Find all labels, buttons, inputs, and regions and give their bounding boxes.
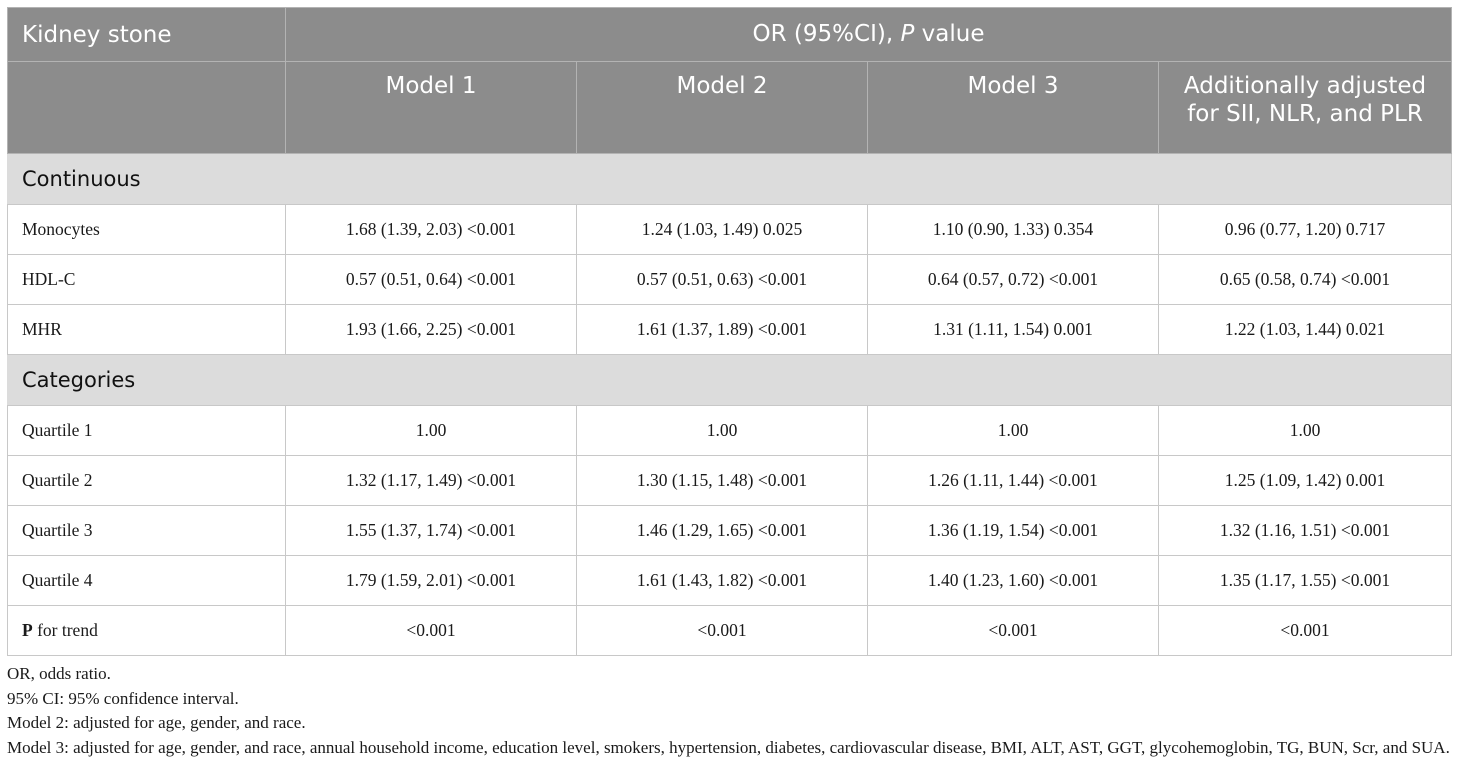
footnote: OR, odds ratio. xyxy=(7,664,111,683)
header-group-italic: P xyxy=(900,21,915,47)
header-group-prefix: OR (95%CI), xyxy=(752,21,901,47)
table-cell: 1.32 (1.16, 1.51) <0.001 xyxy=(1157,505,1453,556)
footnote: Model 3: adjusted for age, gender, and r… xyxy=(7,737,1450,757)
table-cell: 1.00 xyxy=(285,405,577,456)
table-cell: 1.31 (1.11, 1.54) 0.001 xyxy=(867,304,1159,355)
header-row-label: Kidney stone xyxy=(7,7,286,62)
table-cell: 1.26 (1.11, 1.44) <0.001 xyxy=(867,455,1159,506)
header-model-3: Model 3 xyxy=(867,61,1159,154)
table-row: Quartile 3 1.55 (1.37, 1.74) <0.001 1.46… xyxy=(7,505,1453,556)
table-cell: <0.001 xyxy=(285,605,577,656)
trend-label-bold: P xyxy=(22,620,33,640)
footnote: Model 2: adjusted for age, gender, and r… xyxy=(7,713,306,732)
results-table-container: Kidney stone OR (95%CI), P value Model 1… xyxy=(6,7,1453,760)
table-row: MHR 1.93 (1.66, 2.25) <0.001 1.61 (1.37,… xyxy=(7,304,1453,355)
table-cell: 0.57 (0.51, 0.64) <0.001 xyxy=(285,254,577,305)
table-cell: 1.30 (1.15, 1.48) <0.001 xyxy=(576,455,868,506)
header-model-1: Model 1 xyxy=(285,61,577,154)
header-additional-line1: Additionally adjusted xyxy=(1183,73,1427,99)
table-cell: 0.96 (0.77, 1.20) 0.717 xyxy=(1157,204,1453,255)
row-label: Quartile 4 xyxy=(7,555,286,606)
table-cell: 1.00 xyxy=(867,405,1159,456)
row-label: Monocytes xyxy=(7,204,286,255)
table-cell: 1.32 (1.17, 1.49) <0.001 xyxy=(285,455,577,506)
table-cell: 1.35 (1.17, 1.55) <0.001 xyxy=(1157,555,1453,606)
table-cell: 1.36 (1.19, 1.54) <0.001 xyxy=(867,505,1159,556)
row-label: Quartile 3 xyxy=(7,505,286,556)
table-row: Monocytes 1.68 (1.39, 2.03) <0.001 1.24 … xyxy=(7,204,1453,255)
section-row-continuous: Continuous xyxy=(6,153,1453,205)
table-footnotes: OR, odds ratio. 95% CI: 95% confidence i… xyxy=(7,662,1453,760)
row-label: Quartile 1 xyxy=(7,405,286,456)
table-cell: 0.65 (0.58, 0.74) <0.001 xyxy=(1157,254,1453,305)
table-cell: 1.25 (1.09, 1.42) 0.001 xyxy=(1157,455,1453,506)
header-additional-line2: for SII, NLR, and PLR xyxy=(1187,101,1423,127)
table-cell: 1.00 xyxy=(1157,405,1453,456)
row-label: P for trend xyxy=(7,605,286,656)
row-label: Quartile 2 xyxy=(7,455,286,506)
table-cell: 1.24 (1.03, 1.49) 0.025 xyxy=(576,204,868,255)
table-row: Quartile 2 1.32 (1.17, 1.49) <0.001 1.30… xyxy=(7,455,1453,506)
table-cell: 1.79 (1.59, 2.01) <0.001 xyxy=(285,555,577,606)
row-label: MHR xyxy=(7,304,286,355)
table-header: Kidney stone OR (95%CI), P value Model 1… xyxy=(7,7,1453,154)
table-cell: 1.93 (1.66, 2.25) <0.001 xyxy=(285,304,577,355)
table-row: Quartile 1 1.00 1.00 1.00 1.00 xyxy=(7,405,1453,456)
header-additional: Additionally adjusted for SII, NLR, and P… xyxy=(1157,61,1453,154)
header-empty-cell xyxy=(7,61,286,154)
table-cell: 1.10 (0.90, 1.33) 0.354 xyxy=(867,204,1159,255)
table-cell: 1.40 (1.23, 1.60) <0.001 xyxy=(867,555,1159,606)
table-cell: 0.57 (0.51, 0.63) <0.001 xyxy=(576,254,868,305)
table-cell: 1.55 (1.37, 1.74) <0.001 xyxy=(285,505,577,556)
table-body: Continuous Monocytes 1.68 (1.39, 2.03) <… xyxy=(6,153,1453,656)
table-cell: 0.64 (0.57, 0.72) <0.001 xyxy=(867,254,1159,305)
table-cell: 1.46 (1.29, 1.65) <0.001 xyxy=(576,505,868,556)
odds-ratio-table: Kidney stone OR (95%CI), P value Model 1… xyxy=(6,7,1453,656)
header-group-label: OR (95%CI), P value xyxy=(284,7,1453,62)
table-row: Quartile 4 1.79 (1.59, 2.01) <0.001 1.61… xyxy=(7,555,1453,606)
trend-label-rest: for trend xyxy=(32,620,98,640)
table-cell: 1.61 (1.43, 1.82) <0.001 xyxy=(576,555,868,606)
table-row-trend: P for trend <0.001 <0.001 <0.001 <0.001 xyxy=(7,605,1453,656)
table-row: HDL-C 0.57 (0.51, 0.64) <0.001 0.57 (0.5… xyxy=(7,254,1453,305)
header-model-2: Model 2 xyxy=(576,61,868,154)
row-label: HDL-C xyxy=(7,254,286,305)
section-label: Continuous xyxy=(6,153,1453,205)
table-cell: <0.001 xyxy=(867,605,1159,656)
table-cell: 1.68 (1.39, 2.03) <0.001 xyxy=(285,204,577,255)
table-cell: 1.00 xyxy=(576,405,868,456)
table-cell: <0.001 xyxy=(1157,605,1453,656)
table-cell: <0.001 xyxy=(576,605,868,656)
table-cell: 1.22 (1.03, 1.44) 0.021 xyxy=(1157,304,1453,355)
section-label: Categories xyxy=(6,354,1453,406)
header-group-suffix: value xyxy=(914,21,985,47)
section-row-categories: Categories xyxy=(6,354,1453,406)
footnote: 95% CI: 95% confidence interval. xyxy=(7,688,239,708)
table-cell: 1.61 (1.37, 1.89) <0.001 xyxy=(576,304,868,355)
